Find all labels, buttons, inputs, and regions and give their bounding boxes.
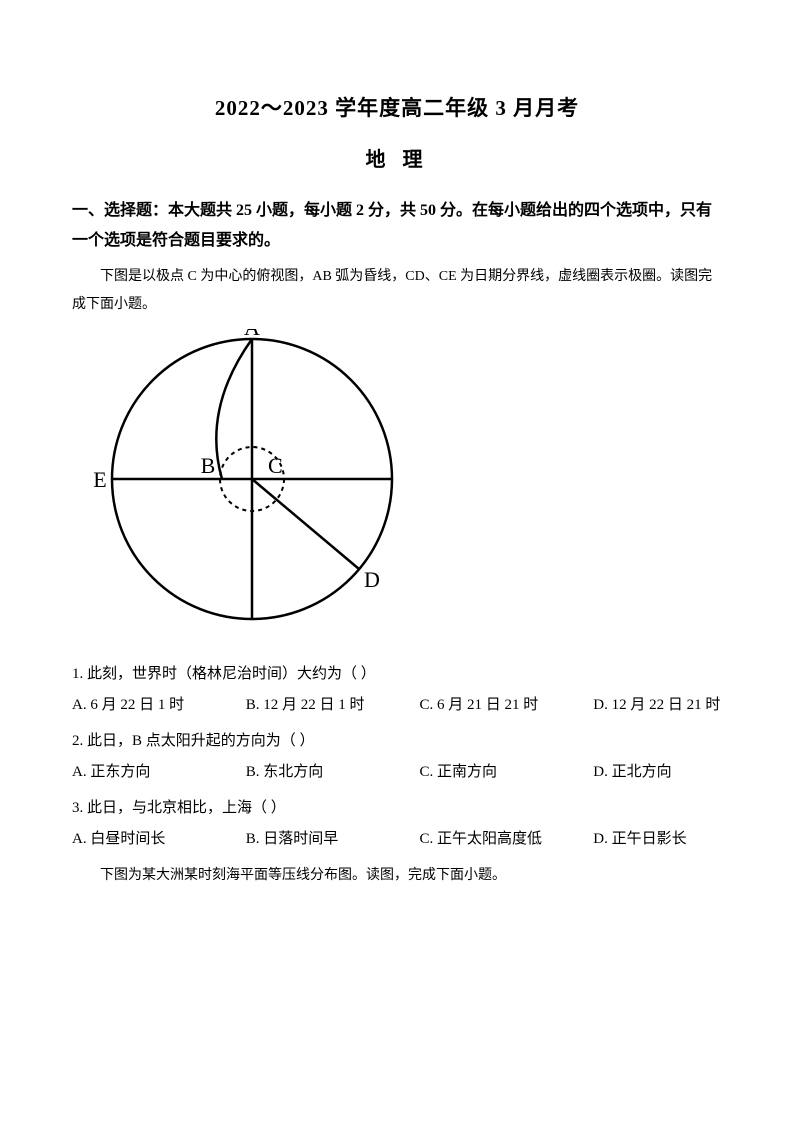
q3-opt-d: D. 正午日影长 bbox=[593, 824, 686, 856]
q2-options: A. 正东方向 B. 东北方向 C. 正南方向 D. 正北方向 bbox=[72, 757, 722, 789]
q1-opt-b: B. 12 月 22 日 1 时 bbox=[246, 690, 416, 722]
q1-opt-a: A. 6 月 22 日 1 时 bbox=[72, 690, 242, 722]
q3-opt-c: C. 正午太阳高度低 bbox=[420, 824, 590, 856]
q1-stem: 1. 此刻，世界时（格林尼治时间）大约为（ ） bbox=[72, 659, 722, 691]
page-subtitle: 地 理 bbox=[72, 142, 722, 178]
label-c: C bbox=[268, 453, 283, 478]
label-a: A bbox=[244, 329, 260, 340]
q3-opt-b: B. 日落时间早 bbox=[246, 824, 416, 856]
q2-opt-a: A. 正东方向 bbox=[72, 757, 242, 789]
q1-opt-d: D. 12 月 22 日 21 时 bbox=[593, 690, 720, 722]
q3-options: A. 白昼时间长 B. 日落时间早 C. 正午太阳高度低 D. 正午日影长 bbox=[72, 824, 722, 856]
q2-opt-c: C. 正南方向 bbox=[420, 757, 590, 789]
intro-text-1: 下图是以极点 C 为中心的俯视图，AB 弧为昏线，CD、CE 为日期分界线，虚线… bbox=[72, 263, 722, 319]
label-d: D bbox=[364, 567, 380, 592]
label-e: E bbox=[93, 467, 106, 492]
q2-stem: 2. 此日，B 点太阳升起的方向为（ ） bbox=[72, 726, 722, 758]
intro-text-2: 下图为某大洲某时刻海平面等压线分布图。读图，完成下面小题。 bbox=[72, 862, 722, 890]
q3-opt-a: A. 白昼时间长 bbox=[72, 824, 242, 856]
section-heading: 一、选择题：本大题共 25 小题，每小题 2 分，共 50 分。在每小题给出的四… bbox=[72, 196, 722, 257]
q2-opt-d: D. 正北方向 bbox=[593, 757, 671, 789]
page-title: 2022～2023 学年度高二年级 3 月月考 bbox=[72, 90, 722, 128]
polar-diagram: A B C D E bbox=[92, 329, 722, 649]
q2-opt-b: B. 东北方向 bbox=[246, 757, 416, 789]
q1-opt-c: C. 6 月 21 日 21 时 bbox=[420, 690, 590, 722]
label-b: B bbox=[201, 453, 216, 478]
q3-stem: 3. 此日，与北京相比，上海（ ） bbox=[72, 793, 722, 825]
q1-options: A. 6 月 22 日 1 时 B. 12 月 22 日 1 时 C. 6 月 … bbox=[72, 690, 722, 722]
